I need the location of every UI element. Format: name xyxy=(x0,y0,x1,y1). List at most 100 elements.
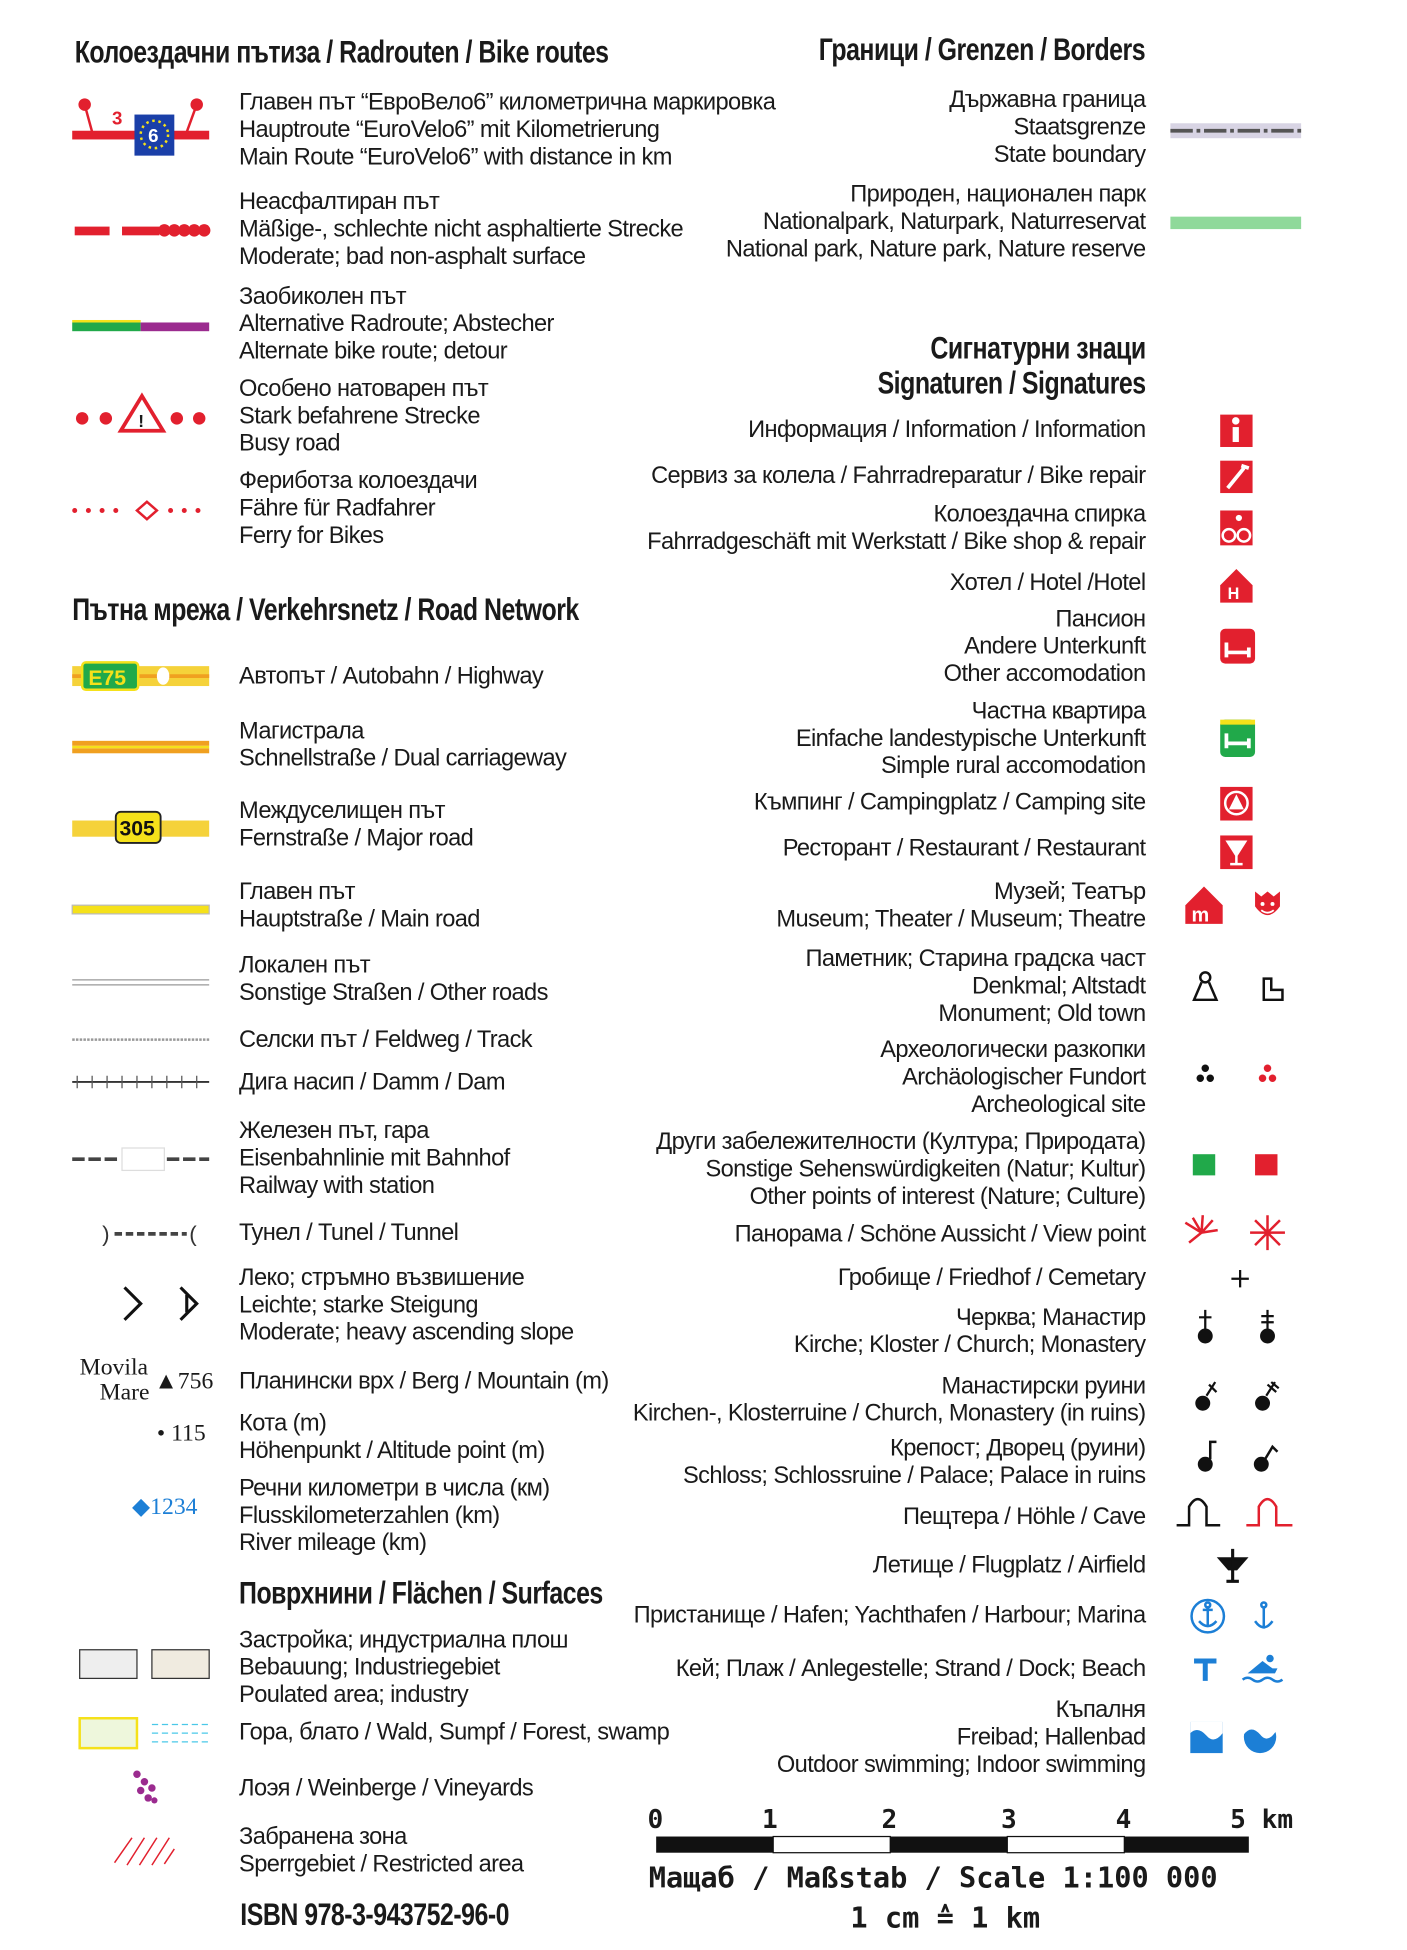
scale-tick-1: 1 xyxy=(762,1804,778,1835)
legend-entry: Природен, национален парк Nationalpark, N… xyxy=(726,182,1146,264)
legend-line: Гробище / Friedhof / Cemetary xyxy=(837,1265,1146,1292)
legend-line: Лоэя / Weinberge / Vineyards xyxy=(239,1775,534,1802)
legend-line: Mäßige-, schlechte nicht asphaltierte St… xyxy=(239,216,684,243)
legend-entry: Археологически разкопки Archäologischer F… xyxy=(880,1037,1146,1119)
rural-accommodation-icon xyxy=(1220,719,1256,758)
eurovelo-km-label: 3 xyxy=(112,108,122,129)
river-mileage-value: ◆1234 xyxy=(131,1494,198,1521)
legend-line: Hauptstraße / Main road xyxy=(239,906,480,933)
legend-line: Други забележителности (Култура; Природа… xyxy=(656,1129,1146,1156)
main-road-symbol xyxy=(71,904,210,915)
legend-entry: Колоездачна спирка Fahrradgeschäft mit We… xyxy=(647,502,1146,557)
museum-icon: m xyxy=(1185,886,1223,926)
legend-line: Държавна граница xyxy=(949,87,1146,114)
svg-text:): ) xyxy=(102,1221,109,1246)
legend-entry: Хотел / Hotel /Hotel xyxy=(950,570,1146,597)
archeological-site-red-icon xyxy=(1258,1064,1277,1082)
archeological-site-icon xyxy=(1196,1064,1214,1082)
legend-line: Schloss; Schlossruine / Palace; Palace i… xyxy=(682,1462,1146,1490)
poi-culture-icon xyxy=(1255,1154,1278,1176)
legend-entry: Черква; Манастир Kirche; Kloster / Church… xyxy=(794,1305,1146,1360)
legend-line: Черква; Манастир xyxy=(956,1304,1146,1332)
surfaces-heading: Поврхнини / Flächen / Surfaces xyxy=(239,1576,603,1612)
legend-line: Schnellstraße / Dual carriageway xyxy=(239,745,567,772)
legend-line: Eisenbahnlinie mit Bahnhof xyxy=(239,1145,510,1172)
legend-entry: Главен път Hauptstraße / Main road xyxy=(239,879,480,934)
signatures-heading-2: Signaturen / Signatures xyxy=(877,366,1146,401)
legend-line: Летище / Flugplatz / Airfield xyxy=(872,1552,1146,1579)
legend-line: Sperrgebiet / Restricted area xyxy=(239,1851,524,1878)
legend-line: Особено натоварен път xyxy=(239,376,489,403)
scale-label: Мащаб / Maßstab / Scale 1:100 000 xyxy=(648,1862,1218,1896)
legend-line: Гора, блато / Wald, Sumpf / Forest, swam… xyxy=(239,1719,670,1746)
legend-line: Ferry for Bikes xyxy=(239,522,384,550)
legend-entry: Паметник; Старина градска част Denkmal; A… xyxy=(805,946,1146,1028)
legend-line: Alternative Radroute; Abstecher xyxy=(239,311,554,338)
legend-line: Railway with station xyxy=(239,1172,435,1200)
outdoor-swimming-icon xyxy=(1190,1721,1223,1754)
dam-symbol xyxy=(72,1075,210,1089)
legend-line: Кота (m) xyxy=(239,1410,327,1437)
legend-line: Sonstige Straßen / Other roads xyxy=(239,979,548,1007)
legend-entry: Планински врх / Berg / Mountain (m) xyxy=(239,1368,609,1395)
highway-symbol: E75 xyxy=(72,661,210,692)
legend-line: Манастирски руини xyxy=(941,1373,1147,1400)
legend-line: Железен път, гара xyxy=(239,1118,429,1145)
major-road-shield-label: 305 xyxy=(120,817,156,840)
monument-icon xyxy=(1192,971,1219,1002)
cemetery-icon xyxy=(1231,1270,1249,1288)
legend-line: Пансион xyxy=(1055,606,1146,633)
scale-tick-5: 5 km xyxy=(1230,1804,1294,1835)
legend-line: Staatsgrenze xyxy=(1013,114,1147,141)
busy-road-symbol: ! xyxy=(75,392,206,433)
major-road-symbol: 305 xyxy=(72,810,210,844)
railway-symbol xyxy=(72,1147,210,1172)
legend-line: Einfache landestypische Unterkunft xyxy=(795,725,1146,753)
bike-repair-icon xyxy=(1220,460,1253,494)
palace-ruin-icon xyxy=(1253,1444,1279,1472)
legend-entry: Къпалня Freibad; Hallenbad Outdoor swimmin… xyxy=(777,1697,1146,1779)
legend-line: Главен път “ЕвроВело6” километрична марк… xyxy=(239,89,776,116)
legend-entry: Застройка; индустриална плош Bebauung; In… xyxy=(239,1627,568,1709)
legend-entry: Тунел / Tunel / Tunnel xyxy=(239,1220,459,1247)
state-boundary-symbol xyxy=(1170,123,1302,139)
scale-tick-0: 0 xyxy=(647,1804,664,1835)
legend-line: Речни километри в числа (км) xyxy=(239,1475,550,1502)
viewpoint-icon xyxy=(1184,1215,1218,1244)
monastery-ruin-icon xyxy=(1255,1381,1280,1411)
legend-line: Археологически разкопки xyxy=(880,1037,1146,1064)
legend-line: Fähre für Radfahrer xyxy=(239,495,436,522)
legend-entry: Автопът / Autobahn / Highway xyxy=(239,664,544,691)
dock-icon xyxy=(1194,1658,1217,1681)
populated-area-symbol xyxy=(79,1649,210,1680)
legend-entry: Магистрала Schnellstraße / Dual carriagew… xyxy=(239,718,567,773)
legend-line: Monument; Old town xyxy=(938,1001,1146,1028)
other-roads-symbol xyxy=(72,979,210,986)
beach-icon xyxy=(1241,1654,1284,1683)
legend-line: Застройка; индустриална плош xyxy=(239,1627,568,1654)
legend-entry: Пристанище / Hafen; Yachthafen / Harbour… xyxy=(634,1602,1146,1629)
legend-entry: Локален път Sonstige Straßen / Other road… xyxy=(239,953,548,1008)
borders-heading: Граници / Grenzen / Borders xyxy=(819,32,1146,68)
legend-line: Moderate; heavy ascending slope xyxy=(239,1319,574,1346)
legend-line: Busy road xyxy=(239,430,341,457)
legend-line: Дига насип / Damm / Dam xyxy=(239,1069,505,1096)
airfield-icon xyxy=(1216,1548,1249,1583)
legend-entry: Ресторант / Restaurant / Restaurant xyxy=(783,835,1146,862)
ferry-symbol xyxy=(72,500,201,521)
eurovelo-route-symbol: 3 6 xyxy=(72,98,210,156)
legend-entry: Летище / Flugplatz / Airfield xyxy=(873,1553,1146,1580)
bike-shop-icon xyxy=(1220,510,1253,546)
legend-line: Леко; стръмно възвишение xyxy=(239,1265,525,1292)
legend-line: Заобиколен път xyxy=(239,283,407,311)
cave-icon xyxy=(1176,1497,1221,1527)
legend-line: Archeological site xyxy=(971,1091,1146,1119)
hotel-icon: H xyxy=(1220,569,1253,603)
restaurant-icon xyxy=(1220,835,1253,870)
tunnel-symbol: )( xyxy=(102,1221,197,1246)
legend-line: Hauptroute “EuroVelo6” mit Kilometrierun… xyxy=(239,117,660,144)
legend-line: Höhenpunkt / Altitude point (m) xyxy=(239,1438,545,1465)
old-town-icon xyxy=(1262,977,1284,1002)
legend-line: Other accomodation xyxy=(943,661,1146,688)
altitude-value: • 115 xyxy=(156,1420,206,1447)
